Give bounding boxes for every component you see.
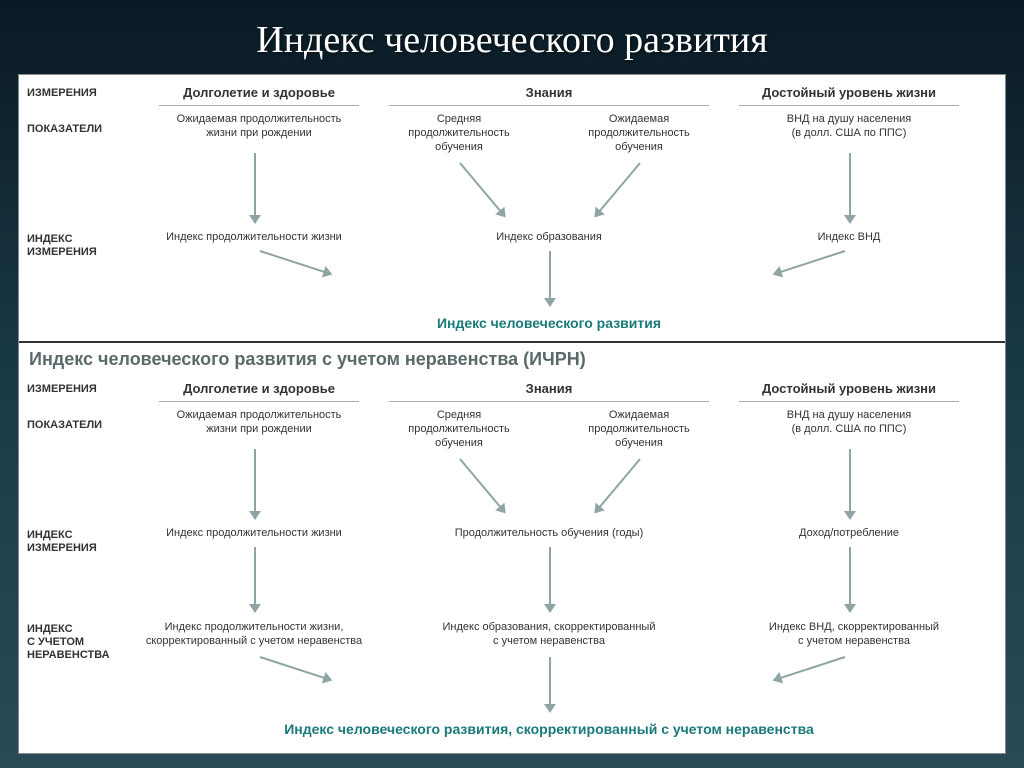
p1-result: Индекс человеческого развития [319,315,779,331]
slide-title: Индекс человеческого развития [0,0,1024,74]
divider [739,105,959,106]
arrow-icon [459,458,506,513]
arrow-icon [849,449,851,519]
row-label-dimensions2: ИЗМЕРЕНИЯ [27,383,127,396]
divider [389,401,709,402]
row-label-dimindex: ИНДЕКС ИЗМЕРЕНИЯ [27,233,127,259]
arrow-icon [260,656,332,681]
p2-dim-col1: Долголетие и здоровье [159,381,359,397]
p1-dim-col1: Долголетие и здоровье [159,85,359,101]
p2-dim-col2: Знания [449,381,649,397]
p1-dim-col3: Достойный уровень жизни [739,85,959,101]
p2-ind-col3: ВНД на душу населения (в долл. США по ПП… [739,409,959,437]
row-label-indicators2: ПОКАЗАТЕЛИ [27,419,127,432]
p1-dim-col2: Знания [449,85,649,101]
p2-result: Индекс человеческого развития, скорректи… [219,721,879,737]
arrow-icon [773,250,845,275]
p1-ind-col2b: Ожидаемая продолжительность обучения [569,113,709,154]
p1-ind-col1: Ожидаемая продолжительность жизни при ро… [149,113,369,141]
content-area: ИЗМЕРЕНИЯ ПОКАЗАТЕЛИ ИНДЕКС ИЗМЕРЕНИЯ До… [18,74,1006,754]
arrow-icon [549,547,551,612]
p2-ineq-col2: Индекс образования, скорректированный с … [419,621,679,649]
divider [389,105,709,106]
p2-ind-col2b: Ожидаемая продолжительность обучения [569,409,709,450]
divider [159,105,359,106]
arrow-icon [594,458,641,513]
panel-hdi: ИЗМЕРЕНИЯ ПОКАЗАТЕЛИ ИНДЕКС ИЗМЕРЕНИЯ До… [19,75,1005,343]
p1-dimidx-col2: Индекс образования [449,231,649,245]
arrow-icon [549,657,551,712]
panel2-subtitle: Индекс человеческого развития с учетом н… [19,343,1005,374]
p1-dimidx-col3: Индекс ВНД [759,231,939,245]
row-label-ineqindex: ИНДЕКС С УЧЕТОМ НЕРАВЕНСТВА [27,623,127,663]
row-label-dimensions: ИЗМЕРЕНИЯ [27,87,127,100]
p2-ind-col2a: Средняя продолжительность обучения [389,409,529,450]
arrow-icon [254,449,256,519]
arrow-icon [849,547,851,612]
arrow-icon [594,162,641,217]
p1-dimidx-col1: Индекс продолжительности жизни [139,231,369,245]
arrow-icon [254,153,256,223]
arrow-icon [773,656,845,681]
p2-ineq-col1: Индекс продолжительности жизни, скоррект… [129,621,379,649]
arrow-icon [260,250,332,275]
arrow-icon [849,153,851,223]
p2-dim-col3: Достойный уровень жизни [739,381,959,397]
divider [739,401,959,402]
p1-ind-col2a: Средняя продолжительность обучения [389,113,529,154]
p2-ind-col1: Ожидаемая продолжительность жизни при ро… [149,409,369,437]
row-label-indicators: ПОКАЗАТЕЛИ [27,123,127,136]
p2-dimidx-col1: Индекс продолжительности жизни [139,527,369,541]
arrow-icon [459,162,506,217]
panel-ihdi: Индекс человеческого развития с учетом н… [19,343,1005,753]
p2-dimidx-col2: Продолжительность обучения (годы) [419,527,679,541]
arrow-icon [254,547,256,612]
p1-ind-col3: ВНД на душу населения (в долл. США по ПП… [739,113,959,141]
row-label-dimindex2: ИНДЕКС ИЗМЕРЕНИЯ [27,529,127,555]
p2-dimidx-col3: Доход/потребление [759,527,939,541]
divider [159,401,359,402]
arrow-icon [549,251,551,306]
p2-ineq-col3: Индекс ВНД, скорректированный с учетом н… [729,621,979,649]
